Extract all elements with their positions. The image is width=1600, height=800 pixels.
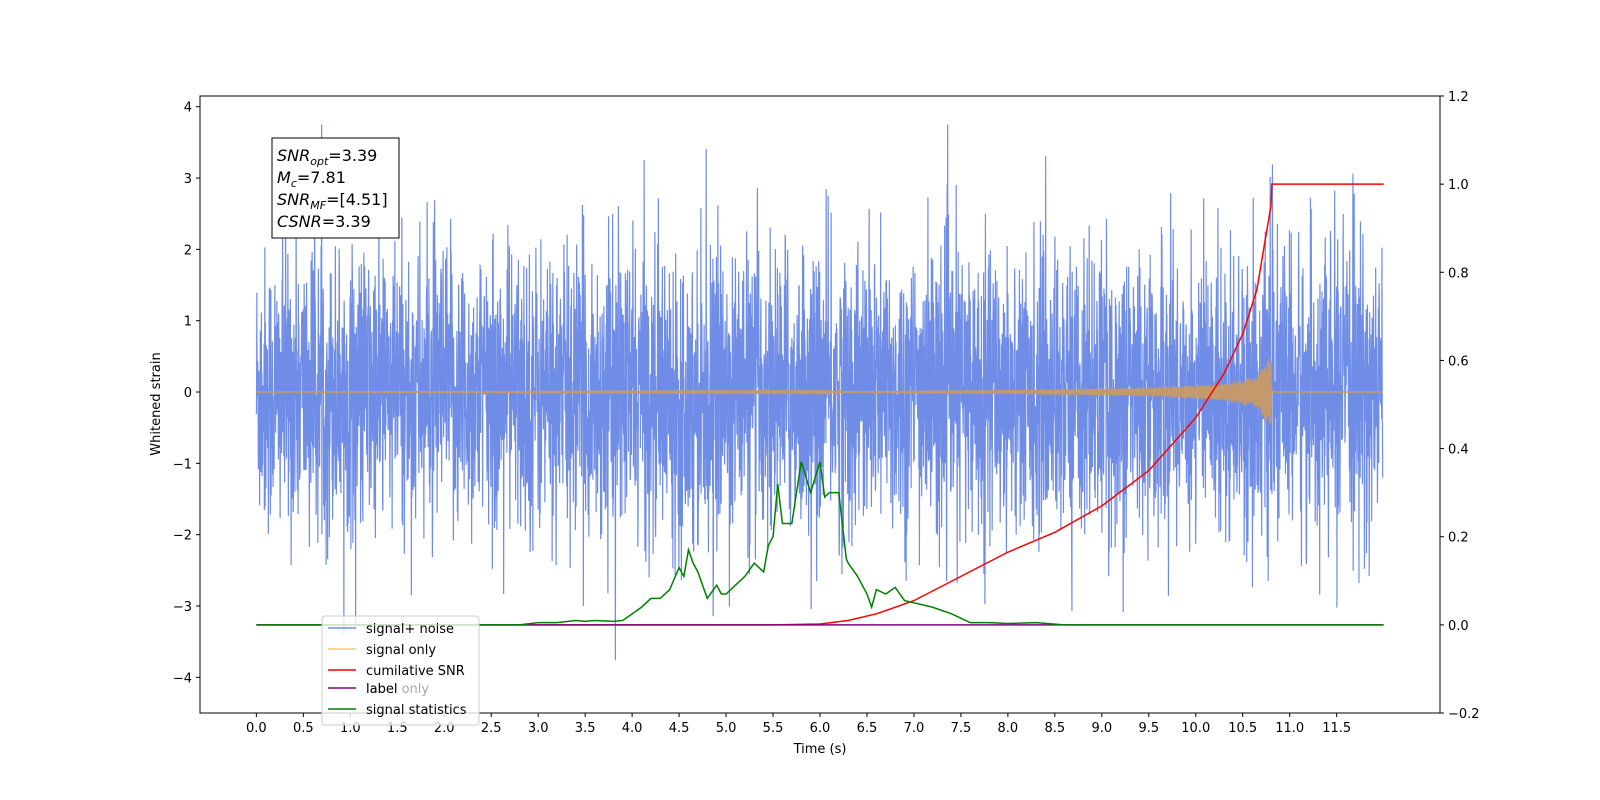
series-layer xyxy=(255,124,1384,661)
annotation-line: SNRMF=[4.51] xyxy=(277,190,388,212)
legend-label: label only xyxy=(366,682,429,697)
y-tick-label: −2 xyxy=(173,529,192,544)
y2-tick-label: 0.4 xyxy=(1448,443,1469,458)
y-tick-label: −1 xyxy=(173,457,192,472)
y2-tick-label: 1.0 xyxy=(1448,178,1469,193)
y2-tick-label: −0.2 xyxy=(1448,707,1480,722)
legend-label: label xyxy=(366,682,397,697)
legend-label: signal statistics xyxy=(366,703,467,718)
legend-label: signal only xyxy=(366,643,436,658)
x-tick-label: 6.5 xyxy=(857,721,878,736)
x-axis-label: Time (s) xyxy=(793,742,847,757)
annotation-frame xyxy=(271,137,400,239)
series-cumilative-snr xyxy=(256,183,1384,626)
series-signal-noise xyxy=(255,124,1384,661)
x-tick-label: 4.5 xyxy=(669,721,690,736)
y-tick-label: 2 xyxy=(184,243,192,258)
y-axis-label: Whitened strain xyxy=(149,352,164,455)
x-tick-label: 7.5 xyxy=(951,721,972,736)
legend-frame xyxy=(321,615,480,726)
x-axis-ticks: 0.0 0.5 1.0 1.5 2.0 2.5 3.0 3.5 4.0 4.5 5.0 5.5 6.0 6… xyxy=(246,713,1351,736)
annotation-line: Mc=7.81 xyxy=(277,168,346,190)
x-tick-label: 2.5 xyxy=(481,721,502,736)
x-tick-label: 8.0 xyxy=(998,721,1019,736)
x-tick-label: 0.0 xyxy=(246,721,267,736)
y-tick-label: 0 xyxy=(184,386,192,401)
x-tick-label: 3.5 xyxy=(575,721,596,736)
x-tick-label: 7.0 xyxy=(904,721,925,736)
legend: signal+ noise signal only cumilative SNR la… xyxy=(321,615,480,726)
x-tick-label: 10.5 xyxy=(1228,721,1257,736)
x-tick-label: 3.0 xyxy=(528,721,549,736)
x-tick-label: 11.5 xyxy=(1322,721,1351,736)
y-tick-label: 4 xyxy=(184,101,192,116)
y2-tick-label: 0.8 xyxy=(1448,266,1469,281)
legend-label: cumilative SNR xyxy=(366,664,465,679)
x-tick-label: 4.0 xyxy=(622,721,643,736)
y-tick-label: −3 xyxy=(173,600,192,615)
annotation-line: SNRopt=3.39 xyxy=(277,146,377,168)
y2-tick-label: 1.2 xyxy=(1448,90,1469,105)
series-line xyxy=(256,461,1384,626)
series-line xyxy=(256,183,1384,626)
legend-label: signal+ noise xyxy=(366,622,454,637)
x-tick-label: 5.0 xyxy=(716,721,737,736)
x-tick-label: 9.5 xyxy=(1138,721,1159,736)
annotation-line: CSNR=3.39 xyxy=(277,212,371,231)
y-tick-label: 1 xyxy=(184,315,192,330)
y2-tick-label: 0.2 xyxy=(1448,531,1469,546)
y-axis-ticks: 4 3 2 1 0 −1 −2 −3 −4 xyxy=(173,101,200,686)
x-tick-label: 9.0 xyxy=(1091,721,1112,736)
y2-tick-label: 0.6 xyxy=(1448,354,1469,369)
y-tick-label: 3 xyxy=(184,172,192,187)
series-signal-statistics xyxy=(256,461,1384,626)
noise-trace xyxy=(255,124,1384,661)
y2-tick-label: 0.0 xyxy=(1448,619,1469,634)
x-tick-label: 0.5 xyxy=(293,721,314,736)
y2-axis-ticks: 1.2 1.0 0.8 0.6 0.4 0.2 0.0 −0.2 xyxy=(1440,90,1480,722)
x-tick-label: 11.0 xyxy=(1275,721,1304,736)
y-tick-label: −4 xyxy=(173,671,192,686)
x-tick-label: 6.0 xyxy=(810,721,831,736)
x-tick-label: 5.5 xyxy=(763,721,784,736)
series-signal-only xyxy=(256,356,1383,424)
x-tick-label: 10.0 xyxy=(1181,721,1210,736)
x-tick-label: 8.5 xyxy=(1045,721,1066,736)
